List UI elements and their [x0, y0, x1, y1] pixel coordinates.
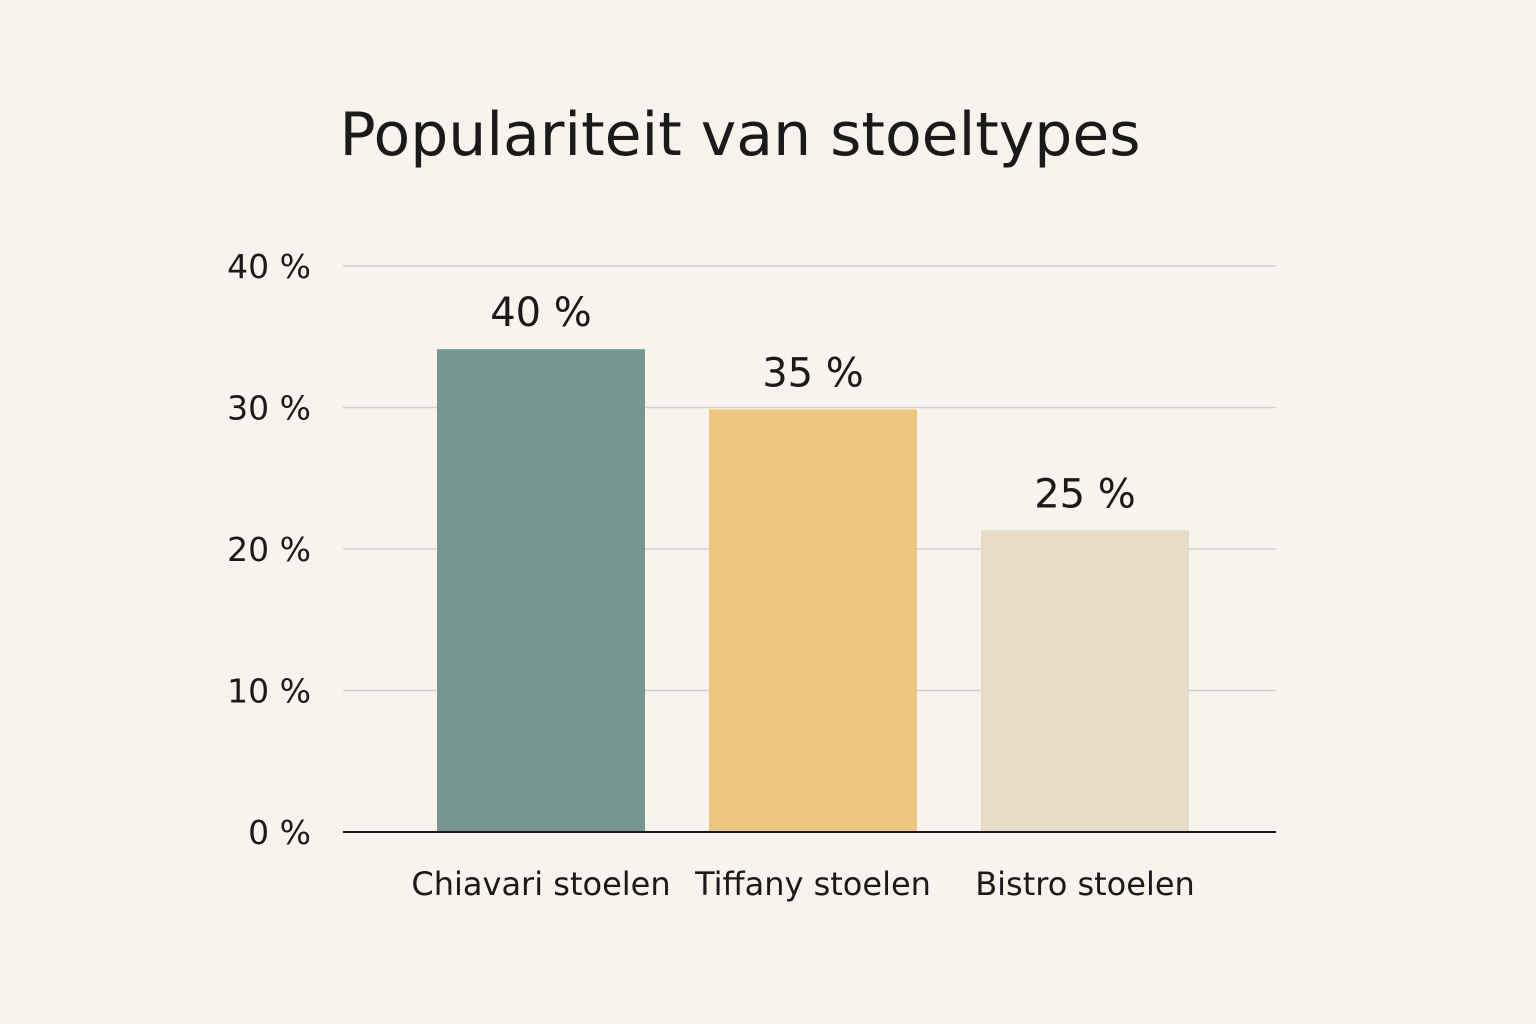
data-label: 25 %	[1034, 471, 1136, 517]
chart-title: Populariteit van stoeltypes	[339, 100, 1140, 170]
x-axis-ticks: Chiavari stoelen Tiffany stoelen Bistro st…	[411, 865, 1194, 903]
x-tick-label: Chiavari stoelen	[411, 865, 670, 903]
x-tick-label: Tiffany stoelen	[694, 865, 931, 903]
bar	[709, 409, 917, 832]
bar	[981, 530, 1189, 832]
y-tick-label: 10 %	[227, 672, 311, 711]
y-tick-label: 20 %	[227, 530, 311, 569]
data-labels: 40 % 35 % 25 %	[490, 290, 1136, 517]
bars	[437, 349, 1189, 832]
y-tick-label: 0 %	[248, 813, 311, 852]
data-label: 35 %	[762, 351, 864, 397]
y-tick-label: 30 %	[227, 389, 311, 428]
bar	[437, 349, 645, 832]
y-axis-ticks: 0 % 10 % 20 % 30 % 40 %	[227, 247, 311, 852]
x-tick-label: Bistro stoelen	[975, 865, 1195, 903]
data-label: 40 %	[490, 290, 592, 336]
y-tick-label: 40 %	[227, 247, 311, 286]
